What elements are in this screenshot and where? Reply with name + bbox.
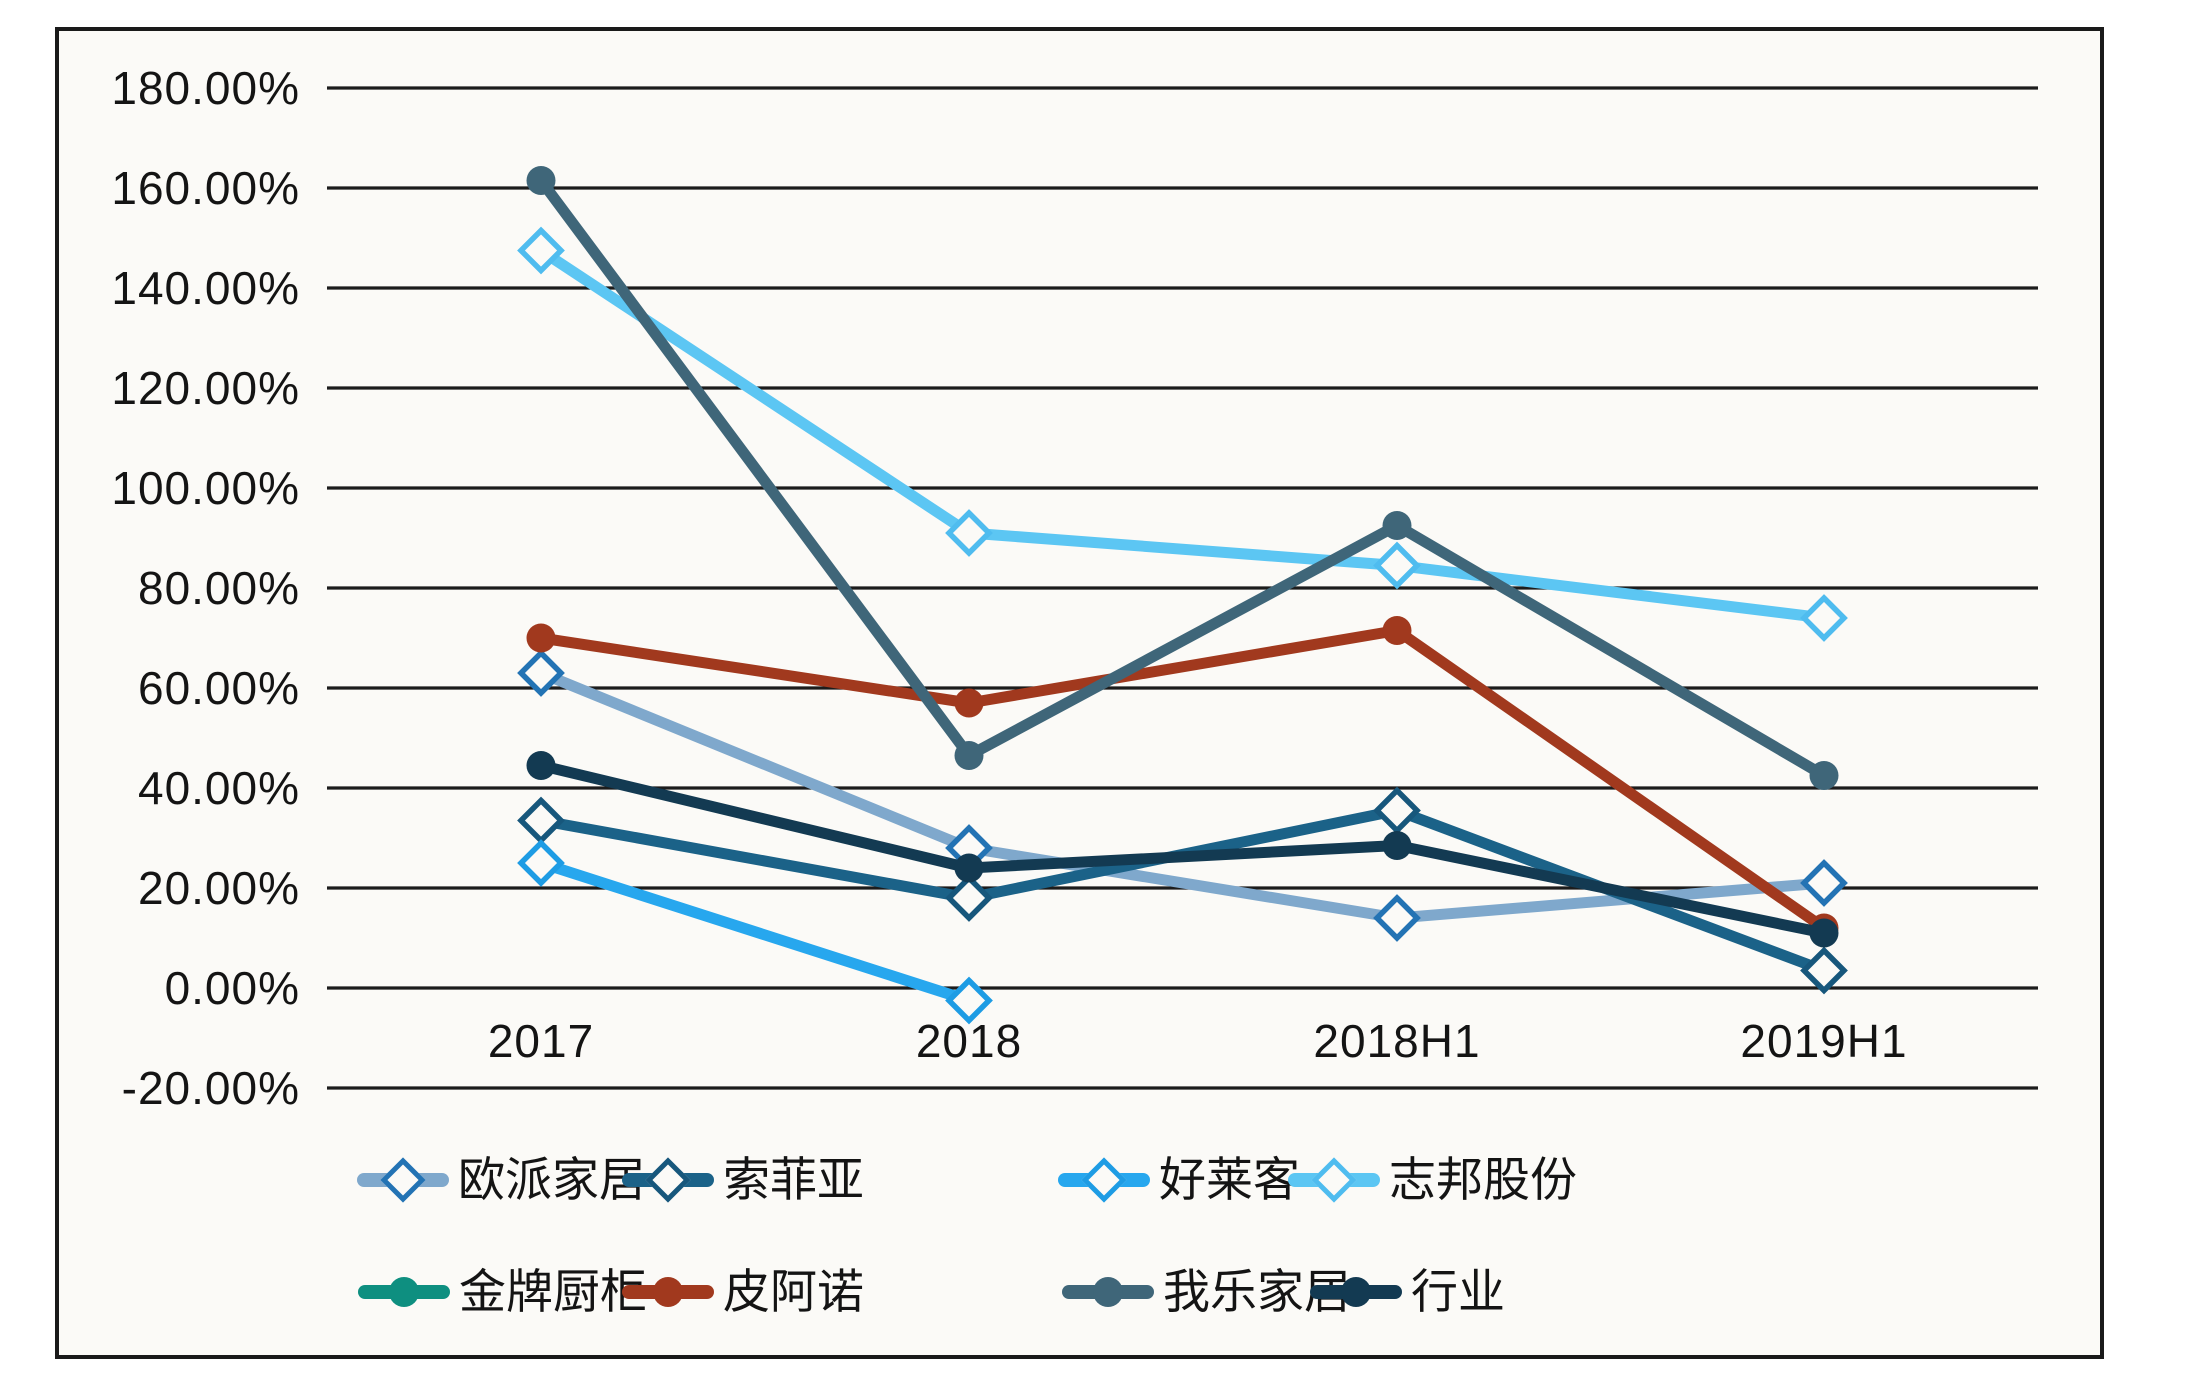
legend-item-金牌厨柜: 金牌厨柜: [358, 1262, 647, 1322]
x-tick-label: 2017: [487, 1015, 595, 1067]
legend-item-皮阿诺: 皮阿诺: [622, 1262, 864, 1322]
legend-line-sample: [1288, 1157, 1380, 1203]
y-tick-label: -20.00%: [121, 1062, 300, 1114]
diamond-marker-icon: [1081, 1157, 1127, 1203]
y-tick-label: 60.00%: [137, 662, 300, 714]
y-tick-label: 180.00%: [111, 62, 300, 114]
legend-line-sample: [622, 1277, 714, 1307]
x-tick-label: 2018H1: [1313, 1015, 1481, 1067]
legend-item-我乐家居: 我乐家居: [1062, 1262, 1351, 1322]
y-tick-label: 120.00%: [111, 362, 300, 414]
circle-marker-icon: [653, 1277, 683, 1307]
legend-label: 欧派家居: [458, 1153, 646, 1206]
y-tick-label: 100.00%: [111, 462, 300, 514]
legend-label: 行业: [1411, 1265, 1505, 1318]
legend-line-sample: [1310, 1277, 1402, 1307]
legend-item-行业: 行业: [1310, 1262, 1505, 1322]
y-tick-label: 40.00%: [137, 762, 300, 814]
legend-line-sample: [358, 1277, 450, 1307]
y-tick-label: 20.00%: [137, 862, 300, 914]
circle-marker-icon: [389, 1277, 419, 1307]
legend-line-sample: [622, 1157, 714, 1203]
legend-label: 索菲亚: [723, 1153, 864, 1206]
legend-line-sample: [357, 1157, 449, 1203]
legend-line-sample: [1062, 1277, 1154, 1307]
legend-label: 好莱客: [1159, 1153, 1300, 1206]
y-tick-label: 140.00%: [111, 262, 300, 314]
legend-item-好莱客: 好莱客: [1058, 1150, 1300, 1210]
legend-item-索菲亚: 索菲亚: [622, 1150, 864, 1210]
legend-label: 皮阿诺: [723, 1265, 864, 1318]
legend-label: 金牌厨柜: [459, 1265, 647, 1318]
x-tick-label: 2018: [915, 1015, 1023, 1067]
legend-item-志邦股份: 志邦股份: [1288, 1150, 1577, 1210]
legend-line-sample: [1058, 1157, 1150, 1203]
y-tick-label: 80.00%: [137, 562, 300, 614]
x-tick-label: 2019H1: [1740, 1015, 1908, 1067]
circle-marker-icon: [1341, 1277, 1371, 1307]
y-tick-label: 0.00%: [164, 962, 300, 1014]
diamond-marker-icon: [1311, 1157, 1357, 1203]
diamond-marker-icon: [645, 1157, 691, 1203]
circle-marker-icon: [1093, 1277, 1123, 1307]
y-tick-label: 160.00%: [111, 162, 300, 214]
legend-item-欧派家居: 欧派家居: [357, 1150, 646, 1210]
legend-label: 志邦股份: [1389, 1153, 1577, 1206]
diamond-marker-icon: [380, 1157, 426, 1203]
